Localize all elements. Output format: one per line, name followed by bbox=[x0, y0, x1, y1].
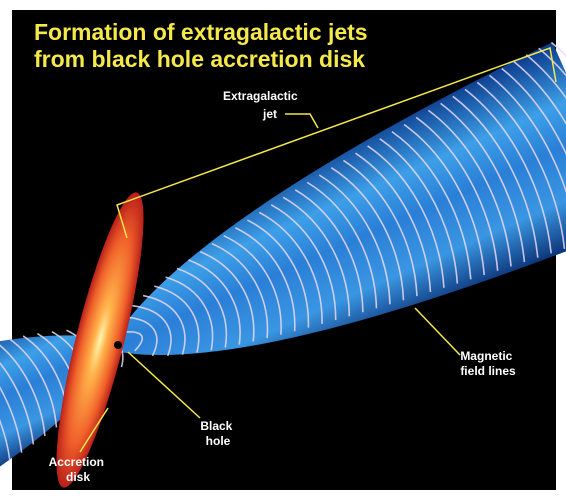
field-line bbox=[379, 138, 459, 284]
leader bbox=[79, 407, 109, 453]
field-line bbox=[223, 234, 282, 335]
field-line bbox=[0, 346, 23, 453]
field-line bbox=[330, 167, 405, 301]
field-line bbox=[270, 204, 337, 321]
black-hole bbox=[114, 341, 122, 349]
counter-jet bbox=[0, 335, 121, 491]
label: Black hole bbox=[200, 419, 235, 448]
field-line bbox=[199, 251, 255, 342]
field-line bbox=[188, 259, 241, 345]
field-line bbox=[247, 219, 310, 328]
field-line bbox=[0, 343, 35, 445]
field-line bbox=[153, 285, 200, 353]
field-line bbox=[318, 174, 391, 305]
field-line bbox=[355, 152, 432, 293]
field-line bbox=[306, 181, 378, 309]
field-line bbox=[391, 130, 472, 280]
field-line bbox=[513, 60, 566, 236]
leader bbox=[127, 351, 201, 419]
field-line bbox=[176, 267, 228, 348]
field-line bbox=[403, 123, 486, 276]
jet-body bbox=[114, 42, 566, 356]
leader bbox=[414, 307, 461, 356]
field-line bbox=[235, 227, 296, 332]
field-line bbox=[415, 116, 499, 271]
field-line bbox=[452, 95, 539, 258]
field-line bbox=[488, 74, 566, 245]
field-line bbox=[294, 189, 364, 313]
field-line bbox=[121, 316, 158, 357]
field-line bbox=[440, 102, 526, 263]
field-line bbox=[258, 211, 323, 324]
field-line bbox=[211, 242, 269, 339]
title: Formation of extragalactic jets from bla… bbox=[34, 19, 374, 72]
field-line bbox=[142, 294, 186, 355]
field-line bbox=[538, 47, 566, 227]
leader bbox=[285, 113, 319, 129]
label: Accretion disk bbox=[49, 455, 108, 484]
field-line bbox=[282, 196, 351, 317]
field-line bbox=[342, 159, 418, 297]
accretion-disk bbox=[56, 192, 144, 488]
field-line bbox=[427, 109, 512, 267]
field-line bbox=[8, 337, 58, 428]
field-line bbox=[525, 54, 566, 232]
field-line bbox=[501, 67, 566, 241]
field-line bbox=[464, 88, 552, 254]
label: Magnetic field lines bbox=[460, 349, 516, 378]
field-line bbox=[165, 276, 214, 351]
field-line bbox=[476, 81, 566, 249]
field-line bbox=[0, 340, 46, 437]
jet-bracket bbox=[116, 46, 557, 239]
field-line bbox=[367, 145, 445, 288]
field-line bbox=[0, 350, 11, 461]
field-line bbox=[132, 304, 172, 357]
label: Extragalactic jet bbox=[223, 89, 301, 121]
